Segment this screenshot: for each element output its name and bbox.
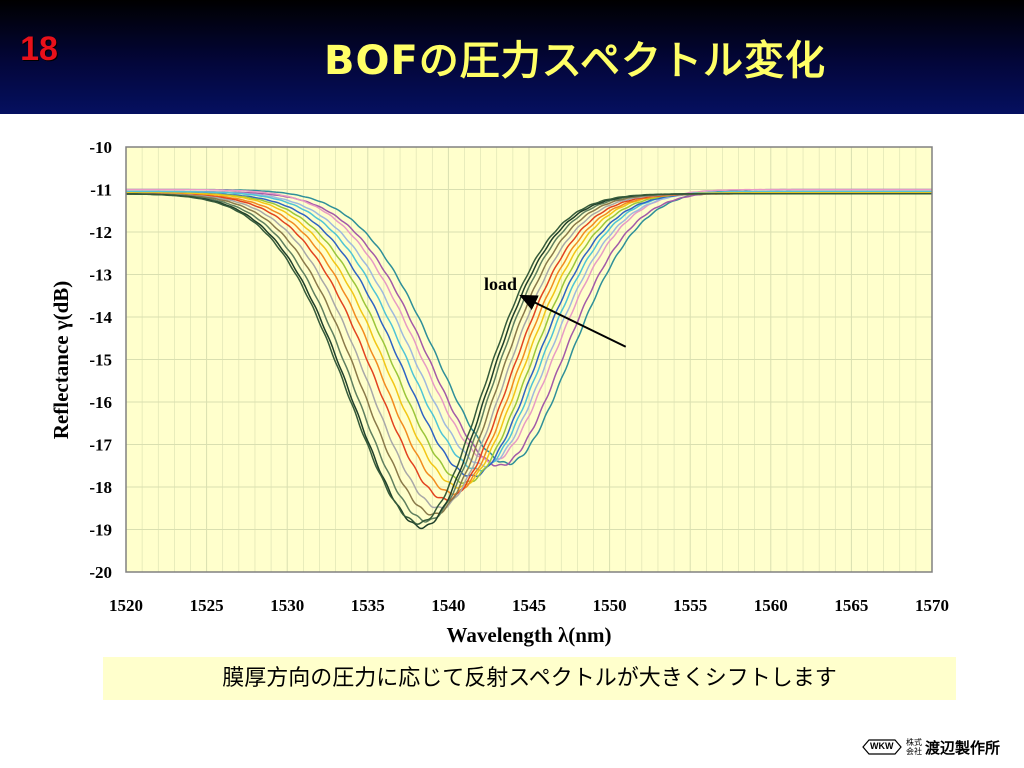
x-tick-label: 1525 bbox=[190, 596, 224, 615]
x-tick-label: 1535 bbox=[351, 596, 385, 615]
y-tick-label: -12 bbox=[89, 223, 112, 242]
logo-company-name: 渡辺製作所 bbox=[925, 738, 1001, 757]
series-line bbox=[125, 192, 932, 525]
plot-frame bbox=[125, 146, 933, 573]
y-tick-label: -20 bbox=[89, 563, 112, 582]
y-tick-labels: -10 -11 -12 -13 -14 -15 -16 -17 -18 -19 -20 bbox=[89, 138, 112, 582]
series-group bbox=[125, 188, 932, 530]
title-bar: 18 BOFの圧力スペクトル変化 bbox=[0, 0, 1024, 114]
x-tick-label: 1555 bbox=[673, 596, 707, 615]
reflectance-chart: -10-11-12-13-14-15-16-17-18-19-20 1520 15… bbox=[49, 138, 949, 647]
y-tick-label: -11 bbox=[90, 181, 112, 200]
x-tick-label: 1565 bbox=[834, 596, 868, 615]
series-line bbox=[126, 192, 932, 489]
company-logo: WKW 株式 会社 渡辺製作所 bbox=[862, 736, 1020, 758]
logo-company-type: 株式 会社 bbox=[906, 738, 922, 756]
series-line bbox=[126, 190, 932, 472]
y-tick-label: -19 bbox=[89, 521, 112, 540]
y-tick-label: -15 bbox=[89, 351, 112, 370]
slide-number: 18 bbox=[20, 30, 58, 68]
gridlines bbox=[125, 146, 933, 573]
y-tick-label: -14 bbox=[89, 308, 112, 327]
x-axis-title: Wavelength λ(nm) bbox=[447, 623, 612, 647]
x-tick-labels: 1520 1525 1530 1535 1540 1545 1550 1555 1560 1565… bbox=[109, 596, 949, 615]
x-tick-label: 1540 bbox=[431, 596, 465, 615]
x-tick-label: 1550 bbox=[593, 596, 627, 615]
logo-small-top: 株式 bbox=[906, 738, 922, 747]
caption-box: 膜厚方向の圧力に応じて反射スペクトルが大きくシフトします bbox=[103, 657, 956, 700]
slide-title: BOFの圧力スペクトル変化 bbox=[323, 38, 827, 84]
y-axis-title: Reflectance γ(dB) bbox=[49, 281, 73, 440]
y-tick-label: -13 bbox=[89, 266, 112, 285]
series-line bbox=[125, 188, 932, 464]
x-tick-label: 1530 bbox=[270, 596, 304, 615]
y-tick-label: -16 bbox=[89, 393, 112, 412]
logo-badge-icon: WKW bbox=[862, 738, 902, 756]
y-tick-label: -10 bbox=[89, 138, 112, 157]
annotations: load bbox=[484, 274, 627, 348]
x-tick-label: 1545 bbox=[512, 596, 546, 615]
x-tick-label: 1520 bbox=[109, 596, 143, 615]
x-tick-label: 1570 bbox=[915, 596, 949, 615]
load-label: load bbox=[484, 274, 517, 294]
y-tick-label: -17 bbox=[89, 436, 112, 455]
y-tick-label: -18 bbox=[89, 478, 112, 497]
load-arrow bbox=[519, 294, 627, 348]
logo-badge-text: WKW bbox=[870, 741, 894, 751]
x-tick-label: 1560 bbox=[754, 596, 788, 615]
logo-small-bottom: 会社 bbox=[906, 747, 922, 756]
